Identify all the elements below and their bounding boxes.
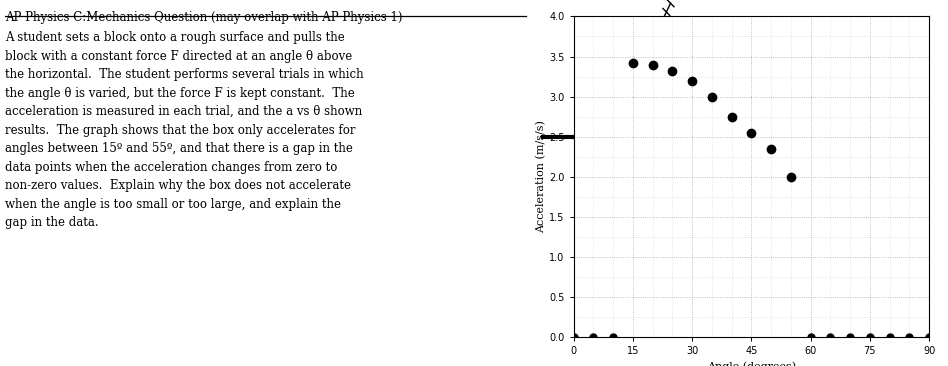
Text: A student sets a block onto a rough surface and pulls the
block with a constant : A student sets a block onto a rough surf… (6, 31, 364, 229)
Bar (578, 73, 637, 137)
Text: $m$: $m$ (599, 97, 616, 114)
Text: AP Physics C:Mechanics Question (may overlap with AP Physics 1): AP Physics C:Mechanics Question (may ove… (6, 11, 403, 24)
Y-axis label: Acceleration (m/s/s): Acceleration (m/s/s) (536, 120, 546, 233)
Text: $\theta$: $\theta$ (672, 49, 684, 65)
X-axis label: Angle (degrees): Angle (degrees) (706, 361, 796, 366)
